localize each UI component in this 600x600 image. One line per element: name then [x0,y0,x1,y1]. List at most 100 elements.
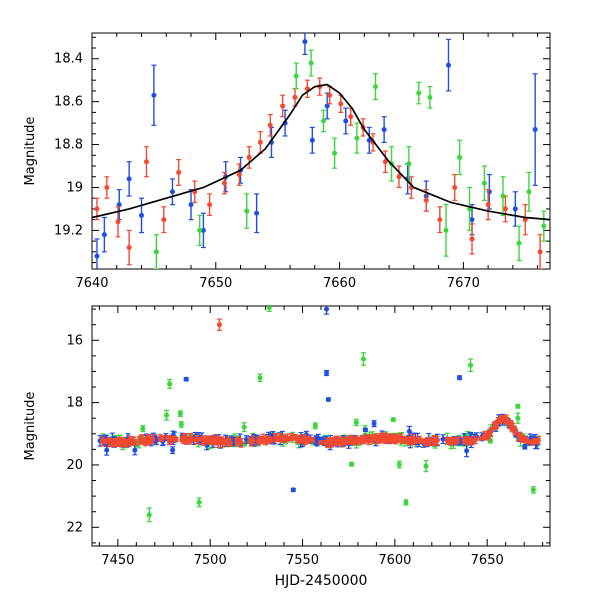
bottom-red-point [486,432,492,438]
bottom-red-point [492,422,498,428]
top-green-point [320,118,326,124]
y-tick-label: 19 [66,180,83,195]
top-red-point [143,159,149,165]
bottom-green-outlier [530,487,536,493]
bottom-blue-point [406,428,412,434]
top-blue-point [532,127,538,133]
y-tick-label: 19.2 [54,223,83,238]
bottom-red-point [277,436,283,442]
top-red-point [104,184,110,190]
y-tick-label: 16 [66,333,83,348]
top-blue-point [169,189,175,195]
top-green-point [372,84,378,90]
bottom-blue-outlier [290,487,296,493]
bottom-red-point [171,435,177,441]
top-green-point [541,223,547,229]
bottom-green-point [164,412,170,418]
x-tick-label: 7500 [194,553,227,568]
bottom-red-point [410,438,416,444]
top-red-point [257,139,263,145]
top-green-point [416,90,422,96]
bottom-red-point [374,437,380,443]
bottom-green-outlier [266,306,272,311]
bottom-green-outlier [146,512,152,518]
bottom-blue-point [170,447,176,453]
top-red-point [161,217,167,223]
top-red-point [115,219,121,225]
top-red-point [280,103,286,109]
top-green-point [293,73,299,79]
bottom-red-point [265,438,271,444]
bottom-red-point [158,437,164,443]
bottom-red-point [118,439,124,445]
top-green-point [406,161,412,167]
bottom-red-point [334,437,340,443]
top-blue-point [254,210,260,216]
x-axis-label: HJD-2450000 [275,573,368,589]
top-green-point [526,189,532,195]
bottom-blue-outlier [325,397,331,403]
top-blue-point [116,202,122,208]
top-red-point [176,169,182,175]
bottom-red-point [399,437,405,443]
bottom-red-point [524,439,530,445]
top-red-point [221,180,227,186]
bottom-red-point [499,414,505,420]
x-tick-label: 7650 [471,553,504,568]
top-red-point [348,114,354,120]
bottom-data-layer [97,306,541,523]
bottom-green-point [423,463,429,469]
top-blue-point [94,253,100,259]
bottom-red-point [422,439,428,445]
top-red-point [537,249,543,255]
top-blue-point [200,227,206,233]
bottom-red-point [281,434,287,440]
x-tick-label: 7670 [447,276,480,291]
top-blue-point [151,92,157,98]
bottom-red-point [220,440,226,446]
bottom-blue-point [104,447,110,453]
top-red-point [469,236,475,242]
bottom-blue-point [440,436,446,442]
top-green-point [354,135,360,141]
bottom-red-point [350,438,356,444]
top-red-point [423,197,429,203]
bottom-red-point [342,438,348,444]
top-green-point [153,249,159,255]
bottom-red-point [194,437,200,443]
y-axis-label: Magnitude [23,117,38,186]
bottom-red-point [187,436,193,442]
bottom-red-point [534,438,540,444]
bottom-red-point [512,429,518,435]
top-model-curve [92,83,550,221]
bottom-red-point [359,437,365,443]
bottom-red-point [328,438,334,444]
top-green-point [443,227,449,233]
top-blue-point [188,202,194,208]
bottom-red-point [148,438,154,444]
bottom-red-point [384,436,390,442]
top-blue-point [302,39,308,45]
bottom-blue-point [371,421,377,427]
bottom-red-point [258,438,264,444]
top-red-point [267,122,273,128]
bottom-blue-point [522,444,528,450]
bottom-blue-outlier [324,370,330,376]
bottom-red-point [293,435,299,441]
bottom-green-point [515,403,521,409]
top-blue-point [309,137,315,143]
bottom-red-point [273,435,279,441]
top-red-point [382,159,388,165]
x-tick-label: 7550 [286,553,319,568]
bottom-red-point [212,436,218,442]
bottom-green-point [312,423,318,429]
top-blue-point [101,232,107,238]
bottom-red-point [448,438,454,444]
top-green-point [244,208,250,214]
bottom-red-point [225,437,231,443]
y-axis-label: Magnitude [23,392,38,461]
x-tick-label: 7600 [378,553,411,568]
bottom-green-point [241,424,247,430]
bottom-green-outlier [403,499,409,505]
